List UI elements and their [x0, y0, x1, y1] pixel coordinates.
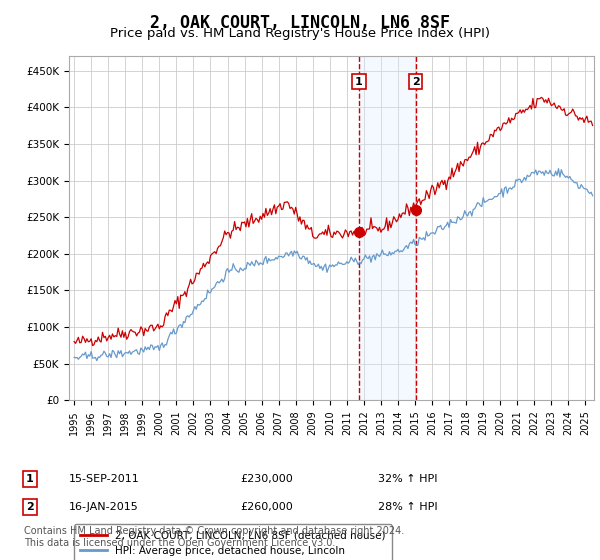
Text: 32% ↑ HPI: 32% ↑ HPI — [378, 474, 437, 484]
Text: £230,000: £230,000 — [240, 474, 293, 484]
Bar — [359, 56, 416, 400]
Text: £260,000: £260,000 — [240, 502, 293, 512]
Text: 2: 2 — [26, 502, 34, 512]
Text: 1: 1 — [355, 77, 363, 87]
Text: 28% ↑ HPI: 28% ↑ HPI — [378, 502, 437, 512]
Text: Contains HM Land Registry data © Crown copyright and database right 2024.
This d: Contains HM Land Registry data © Crown c… — [24, 526, 404, 548]
Text: 16-JAN-2015: 16-JAN-2015 — [69, 502, 139, 512]
Text: 2: 2 — [412, 77, 419, 87]
Text: 2, OAK COURT, LINCOLN, LN6 8SF: 2, OAK COURT, LINCOLN, LN6 8SF — [150, 14, 450, 32]
Text: 1: 1 — [26, 474, 34, 484]
Text: 15-SEP-2011: 15-SEP-2011 — [69, 474, 140, 484]
Text: Price paid vs. HM Land Registry's House Price Index (HPI): Price paid vs. HM Land Registry's House … — [110, 27, 490, 40]
Legend: 2, OAK COURT, LINCOLN, LN6 8SF (detached house), HPI: Average price, detached ho: 2, OAK COURT, LINCOLN, LN6 8SF (detached… — [74, 524, 392, 560]
